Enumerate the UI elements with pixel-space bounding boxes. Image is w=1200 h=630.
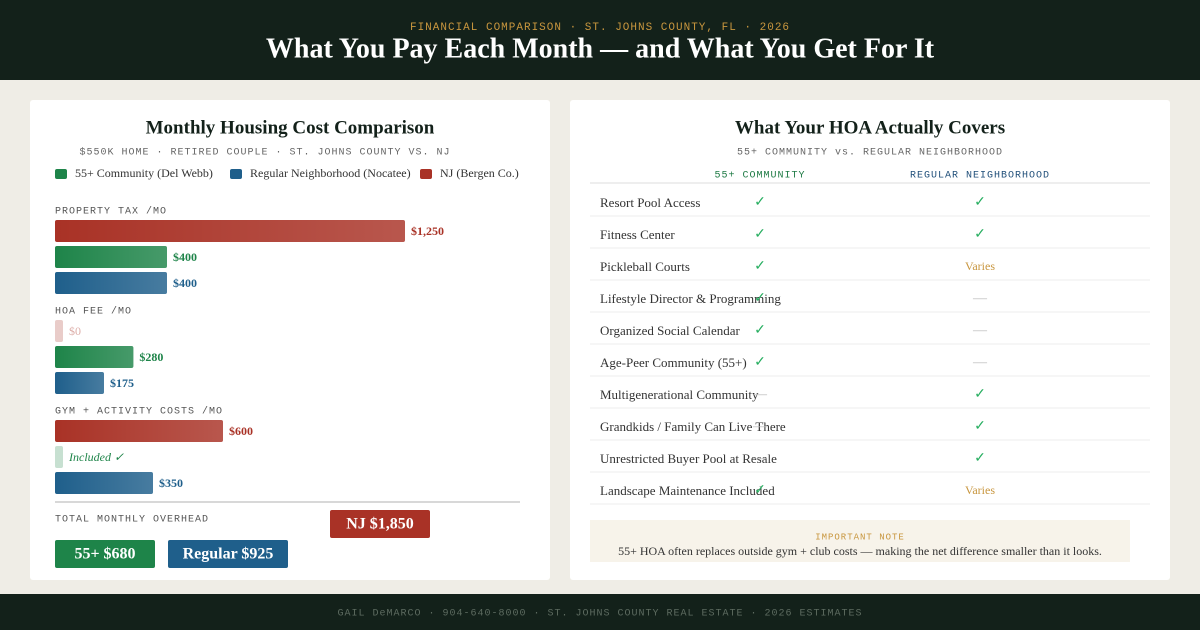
row-label: Grandkids / Family Can Live There (600, 419, 786, 434)
bar-sheen (55, 272, 167, 294)
row-label: Age-Peer Community (55+) (600, 355, 747, 370)
value-label: $350 (159, 476, 183, 490)
category-label: HOA FEE /MO (55, 306, 132, 318)
total-box (330, 510, 430, 538)
total-text: 55+ $680 (74, 546, 135, 563)
cell: ✓ (974, 451, 986, 466)
cell: — (972, 355, 988, 370)
legend-label: 55+ Community (Del Webb) (75, 166, 213, 180)
value-label: $600 (229, 424, 253, 438)
legend-swatch (420, 169, 432, 179)
column-header: REGULAR NEIGHBORHOOD (910, 171, 1050, 182)
kicker: FINANCIAL COMPARISON · ST. JOHNS COUNTY,… (410, 22, 790, 34)
note-title: IMPORTANT NOTE (815, 532, 905, 542)
cell: — (752, 387, 768, 402)
cell: — (972, 291, 988, 306)
bar-sheen (55, 420, 223, 442)
chart-subtitle: $550K HOME · RETIRED COUPLE · ST. JOHNS … (79, 147, 450, 159)
total-text: NJ $1,850 (346, 516, 414, 533)
note-text: 55+ HOA often replaces outside gym + clu… (618, 544, 1102, 558)
legend-swatch (55, 169, 67, 179)
table-card (570, 100, 1170, 580)
chart-title: Monthly Housing Cost Comparison (146, 117, 435, 138)
total-text: Regular $925 (183, 546, 274, 563)
cell: ✓ (754, 259, 766, 274)
cell: ✓ (754, 355, 766, 370)
value-label: $400 (173, 250, 197, 264)
bar-sheen (55, 372, 104, 394)
row-label: Multigenerational Community (600, 387, 759, 402)
legend-swatch (230, 169, 242, 179)
footer: GAIL DeMARCO · 904-640-8000 · ST. JOHNS … (337, 609, 862, 620)
note-box (590, 520, 1130, 562)
column-header: 55+ COMMUNITY (714, 171, 805, 182)
total-box (168, 540, 288, 568)
cell: ✓ (754, 483, 766, 498)
row-label: Organized Social Calendar (600, 323, 740, 338)
cell: — (972, 323, 988, 338)
table-title: What Your HOA Actually Covers (735, 117, 1005, 138)
cell: ✓ (974, 387, 986, 402)
cell: ✓ (754, 195, 766, 210)
cell: ✓ (754, 323, 766, 338)
bar-sheen (55, 220, 405, 242)
total-label: TOTAL MONTHLY OVERHEAD (55, 515, 209, 526)
bar-sheen (55, 346, 134, 368)
value-label: $0 (69, 324, 81, 338)
table-subtitle: 55+ COMMUNITY vs. REGULAR NEIGHBORHOOD (737, 148, 1003, 159)
value-label: Included ✓ (68, 450, 124, 464)
value-label: $280 (139, 350, 163, 364)
footer-bg (0, 594, 1200, 630)
value-label: $1,250 (411, 224, 444, 238)
bar (55, 320, 63, 342)
bar (55, 446, 63, 468)
row-label: Unrestricted Buyer Pool at Resale (600, 451, 777, 466)
cell: Varies (965, 483, 995, 497)
cell: — (752, 419, 768, 434)
value-label: $400 (173, 276, 197, 290)
bar-sheen (55, 246, 167, 268)
value-label: $175 (110, 376, 134, 390)
category-label: GYM + ACTIVITY COSTS /MO (55, 406, 223, 418)
cell: ✓ (754, 291, 766, 306)
row-label: Pickleball Courts (600, 259, 690, 274)
legend-label: NJ (Bergen Co.) (440, 166, 519, 180)
header-bg (0, 0, 1200, 80)
row-label: Resort Pool Access (600, 195, 700, 210)
cell: — (752, 451, 768, 466)
row-label: Fitness Center (600, 227, 675, 242)
bar-sheen (55, 472, 153, 494)
cell: ✓ (974, 195, 986, 210)
category-label: PROPERTY TAX /MO (55, 206, 167, 218)
row-label: Landscape Maintenance Included (600, 483, 775, 498)
total-box (55, 540, 155, 568)
cell: Varies (965, 259, 995, 273)
cell: ✓ (974, 419, 986, 434)
page-title: What You Pay Each Month — and What You G… (266, 33, 935, 64)
row-label: Lifestyle Director & Programming (600, 291, 781, 306)
legend-label: Regular Neighborhood (Nocatee) (250, 166, 411, 180)
cell: ✓ (754, 227, 766, 242)
cell: ✓ (974, 227, 986, 242)
